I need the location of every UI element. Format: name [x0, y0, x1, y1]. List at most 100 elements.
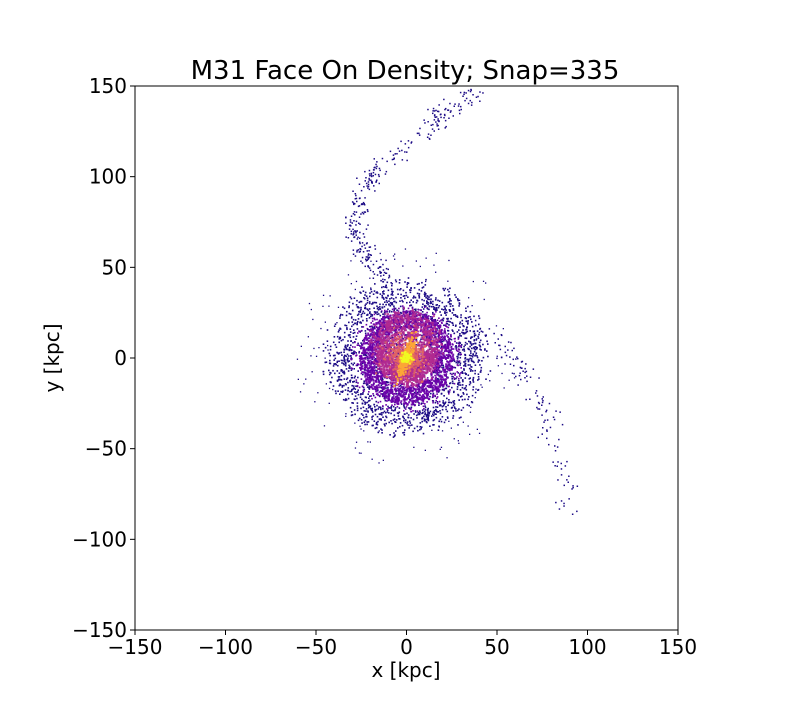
- density-particle: [437, 360, 440, 363]
- density-particle: [388, 421, 390, 424]
- density-particle: [401, 348, 404, 351]
- density-particle: [458, 379, 460, 382]
- density-particle: [381, 318, 384, 321]
- density-particle: [443, 388, 445, 391]
- density-particle: [450, 401, 453, 404]
- density-particle: [345, 347, 348, 349]
- density-particle: [452, 348, 455, 350]
- density-particle: [448, 290, 450, 293]
- density-particle: [432, 353, 435, 356]
- density-particle: [357, 389, 359, 391]
- density-particle: [439, 352, 442, 355]
- density-particle: [417, 353, 420, 356]
- density-particle: [398, 325, 401, 328]
- density-particle: [469, 382, 472, 384]
- density-particle: [457, 409, 459, 412]
- density-particle: [354, 346, 356, 348]
- density-particle: [379, 323, 382, 326]
- density-particle: [373, 386, 376, 388]
- density-particle: [399, 311, 402, 314]
- density-particle: [434, 377, 437, 380]
- density-particle: [379, 413, 382, 415]
- density-particle: [375, 408, 378, 411]
- density-particle: [444, 338, 446, 341]
- density-particle: [338, 336, 341, 339]
- density-particle: [474, 364, 477, 366]
- density-particle: [383, 391, 386, 394]
- density-particle: [354, 319, 357, 321]
- density-particle: [384, 419, 386, 422]
- density-particle: [430, 384, 433, 387]
- density-particle: [365, 378, 368, 381]
- density-particle: [441, 332, 444, 335]
- density-particle: [404, 342, 407, 344]
- density-particle: [384, 331, 387, 333]
- density-particle: [466, 393, 468, 396]
- density-particle: [363, 349, 366, 352]
- density-particle: [465, 307, 467, 310]
- density-particle: [466, 330, 469, 333]
- density-particle: [391, 303, 394, 306]
- density-particle: [386, 408, 388, 410]
- density-particle: [437, 374, 440, 376]
- density-particle: [418, 393, 421, 396]
- density-particle: [459, 333, 461, 335]
- density-particle: [402, 386, 405, 389]
- density-particle: [418, 404, 420, 406]
- density-particle: [414, 314, 416, 317]
- density-particle: [377, 384, 380, 386]
- density-particle: [374, 311, 377, 313]
- density-particle: [443, 368, 446, 371]
- density-particle: [393, 418, 396, 420]
- density-particle: [429, 343, 431, 345]
- density-particle: [403, 295, 406, 297]
- density-particle: [457, 382, 459, 385]
- density-particle: [469, 377, 471, 379]
- density-particle: [426, 328, 429, 331]
- density-particle: [351, 321, 354, 323]
- density-particle: [432, 413, 434, 415]
- density-particle: [425, 414, 428, 416]
- density-particle: [384, 411, 387, 414]
- density-particle: [386, 310, 388, 312]
- density-particle: [378, 413, 381, 415]
- density-particle: [369, 399, 371, 402]
- density-particle: [457, 356, 459, 358]
- density-particle: [366, 376, 369, 379]
- density-particle: [472, 381, 475, 383]
- density-particle: [385, 296, 387, 299]
- density-particle: [389, 305, 392, 307]
- density-particle: [393, 300, 395, 303]
- density-particle: [382, 313, 384, 315]
- density-particle: [353, 350, 355, 353]
- density-particle: [398, 323, 401, 326]
- density-particle: [362, 414, 364, 416]
- density-particle: [451, 329, 454, 331]
- density-particle: [455, 315, 457, 318]
- density-particle: [339, 315, 341, 317]
- density-particle: [361, 402, 364, 405]
- density-particle: [458, 384, 460, 386]
- density-particle: [335, 363, 337, 366]
- density-particle: [390, 293, 393, 296]
- density-particle: [465, 337, 468, 340]
- density-particle: [412, 313, 415, 316]
- density-particle: [413, 400, 416, 403]
- density-particle: [444, 308, 446, 311]
- density-particle: [450, 368, 453, 371]
- density-particle: [405, 294, 408, 297]
- density-particle: [464, 365, 467, 367]
- density-particle: [449, 338, 451, 340]
- density-particle: [447, 333, 450, 335]
- density-particle: [428, 325, 431, 328]
- density-particle: [343, 371, 346, 374]
- density-particle: [441, 366, 443, 369]
- density-particle: [414, 365, 417, 368]
- density-particle: [365, 369, 368, 372]
- density-particle: [440, 420, 443, 423]
- density-particle: [453, 377, 456, 380]
- density-particle: [447, 351, 450, 354]
- density-particle: [437, 371, 439, 374]
- density-particle: [362, 373, 364, 376]
- density-particle: [407, 277, 410, 279]
